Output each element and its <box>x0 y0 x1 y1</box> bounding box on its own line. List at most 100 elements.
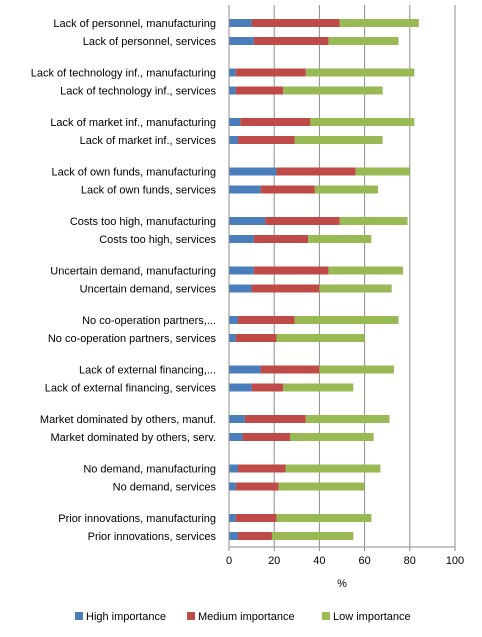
bar-segment <box>283 86 383 95</box>
category-label: Lack of external financing,... <box>79 365 216 377</box>
bar-segment <box>355 167 410 176</box>
x-tick-label: 20 <box>268 555 280 567</box>
bar-segment <box>229 415 245 423</box>
bar-segment <box>229 266 254 275</box>
x-tick-label: 60 <box>358 555 370 567</box>
category-label: Lack of market inf., manufacturing <box>50 117 216 129</box>
bar-segment <box>229 464 239 473</box>
bar-segment <box>251 19 340 27</box>
bar-segment <box>229 118 241 126</box>
bar-segment <box>328 266 404 275</box>
bar-segment <box>285 464 381 473</box>
category-label: Market dominated by others, serv. <box>51 432 216 444</box>
bar-segment <box>229 365 261 374</box>
legend-swatch <box>322 612 330 620</box>
bar-segment <box>319 284 392 293</box>
legend-label: High importance <box>86 611 166 623</box>
bar-segment <box>229 68 236 77</box>
bar-segment <box>276 334 365 342</box>
bar-segment <box>242 433 291 441</box>
legend-label: Low importance <box>333 611 411 623</box>
bar-segment <box>229 37 254 45</box>
bar-segment <box>276 514 372 522</box>
bar-segment <box>253 235 309 243</box>
bar-segment <box>283 383 354 392</box>
bar-segment <box>238 464 286 473</box>
bar-segment <box>253 37 329 45</box>
bar-segment <box>229 19 252 27</box>
bar-segment <box>319 365 394 374</box>
bar-segment <box>253 266 329 275</box>
legend-label: Medium importance <box>198 611 295 623</box>
bar-segment <box>229 383 252 392</box>
bar-segment <box>229 86 236 95</box>
bar-segment <box>251 284 320 293</box>
bar-segment <box>229 532 239 540</box>
category-label: Lack of own funds, services <box>81 185 217 197</box>
x-tick-label: 100 <box>446 555 464 567</box>
bar-segment <box>305 68 415 77</box>
category-label: No co-operation partners,... <box>82 315 216 327</box>
category-label: Prior innovations, services <box>88 531 217 543</box>
category-label: Lack of market inf., services <box>80 135 217 147</box>
bar-segment <box>235 514 277 522</box>
category-label: Market dominated by others, manuf. <box>40 414 216 426</box>
category-label: Lack of personnel, manufacturing <box>53 18 216 30</box>
bar-segment <box>229 235 254 243</box>
x-axis-title: % <box>337 578 347 590</box>
bar-segment <box>235 86 284 95</box>
category-label: Uncertain demand, services <box>80 284 217 296</box>
category-label: Uncertain demand, manufacturing <box>50 266 216 278</box>
category-label: Costs too high, services <box>99 234 216 246</box>
bar-segment <box>294 316 399 324</box>
bar-segment <box>265 217 340 225</box>
category-label: Lack of technology inf., services <box>60 86 216 98</box>
bar-segment <box>229 136 239 144</box>
bar-segment <box>229 185 261 194</box>
x-tick-label: 40 <box>313 555 325 567</box>
bar-segment <box>290 433 374 441</box>
bar-segment <box>229 316 239 324</box>
x-tick-label: 0 <box>226 555 232 567</box>
bar-segment <box>235 482 279 491</box>
bar-segment <box>339 19 419 27</box>
category-label: Lack of own funds, manufacturing <box>52 167 216 179</box>
legend-swatch <box>75 612 83 620</box>
x-tick-label: 80 <box>404 555 416 567</box>
bar-segment <box>229 167 277 176</box>
bar-segment <box>251 383 284 392</box>
bar-segment <box>229 284 252 293</box>
bar-segment <box>240 118 311 126</box>
bar-segment <box>276 167 356 176</box>
bar-segment <box>339 217 408 225</box>
category-label: Prior innovations, manufacturing <box>58 513 216 525</box>
bar-segment <box>260 185 315 194</box>
bar-segment <box>278 482 365 491</box>
bar-segment <box>229 514 236 522</box>
bar-segment <box>271 532 354 540</box>
bar-segment <box>235 68 306 77</box>
bar-segment <box>260 365 320 374</box>
category-label: Lack of technology inf., manufacturing <box>31 68 216 80</box>
bar-segment <box>235 334 277 342</box>
category-label: Lack of personnel, services <box>83 36 217 48</box>
category-label: No co-operation partners, services <box>48 333 217 345</box>
category-label: Costs too high, manufacturing <box>70 216 216 228</box>
bar-segment <box>328 37 399 45</box>
bar-segment <box>294 136 383 144</box>
bar-segment <box>244 415 306 423</box>
bar-segment <box>238 532 272 540</box>
bar-segment <box>308 235 372 243</box>
bar-segment <box>229 482 236 491</box>
category-label: Lack of external financing, services <box>45 383 217 395</box>
category-label: No demand, services <box>113 482 217 494</box>
bar-segment <box>238 316 295 324</box>
bar-segment <box>314 185 379 194</box>
bar-segment <box>229 217 266 225</box>
bar-segment <box>238 136 295 144</box>
bar-segment <box>229 334 236 342</box>
bar-segment <box>310 118 415 126</box>
bar-segment <box>229 433 243 441</box>
